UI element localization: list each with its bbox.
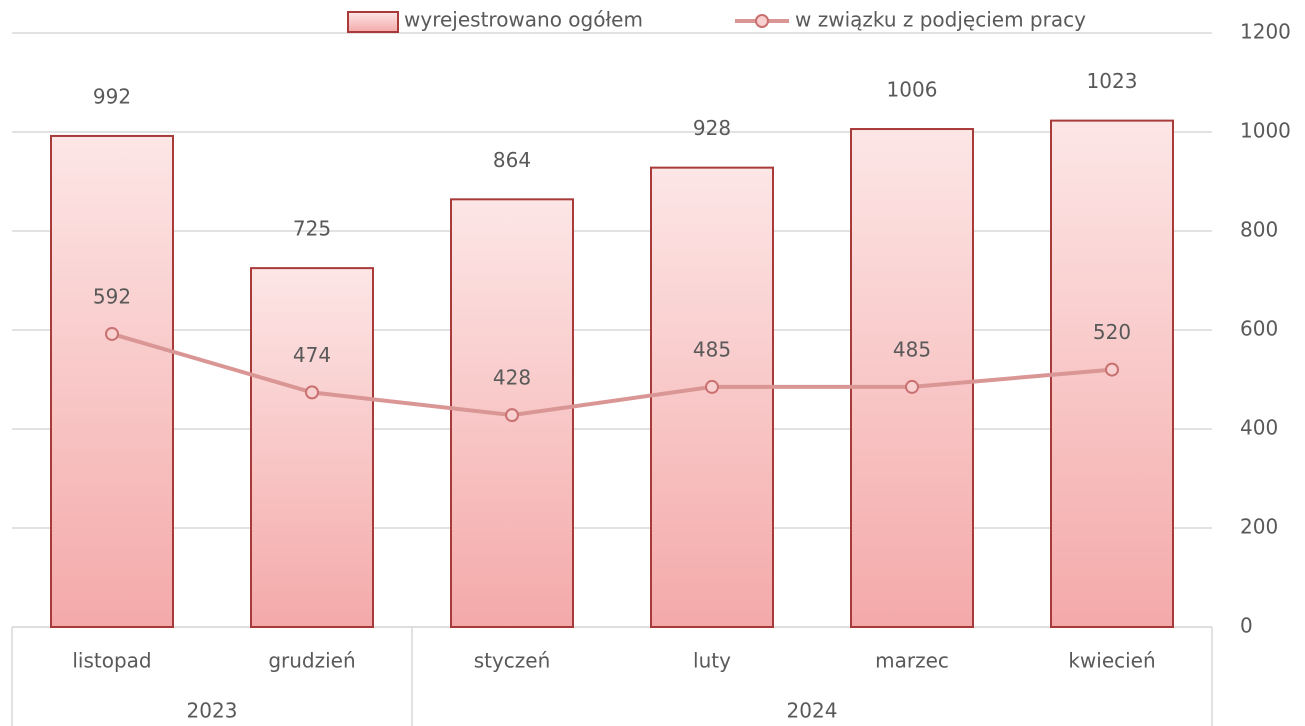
y-tick-label: 200: [1240, 515, 1278, 539]
x-tick-label: styczeń: [474, 649, 551, 673]
x-tick-label: listopad: [72, 649, 151, 673]
x-tick-label: grudzień: [268, 649, 355, 673]
data-label: 520: [1093, 320, 1131, 344]
x-tick-label: kwiecień: [1068, 649, 1155, 673]
y-tick-label: 0: [1240, 614, 1253, 638]
data-label: 1023: [1087, 69, 1138, 93]
data-label: 992: [93, 84, 131, 108]
marker: [905, 379, 919, 394]
data-label: 725: [293, 217, 331, 241]
line: [111, 332, 1113, 418]
y-tick-label: 1000: [1240, 119, 1291, 143]
x-tick-label: luty: [693, 649, 731, 673]
data-label: 1006: [887, 78, 938, 102]
marker: [505, 408, 519, 423]
data-label: 474: [293, 343, 331, 367]
bar: [650, 166, 774, 628]
y-tick-label: 1200: [1240, 20, 1291, 44]
marker: [1105, 362, 1119, 377]
x-group-label: 2024: [787, 699, 838, 723]
x-tick-label: marzec: [875, 649, 949, 673]
y-tick-label: 600: [1240, 317, 1278, 341]
legend-label: w związku z podjęciem pracy: [795, 8, 1086, 32]
data-label: 592: [93, 284, 131, 308]
data-label: 864: [493, 148, 531, 172]
marker: [705, 379, 719, 394]
bar: [250, 267, 374, 628]
legend-marker: [755, 14, 769, 28]
x-group-label: 2023: [187, 699, 238, 723]
legend-swatch: [347, 11, 399, 33]
legend-label: wyrejestrowano ogółem: [404, 8, 643, 32]
marker: [305, 385, 319, 400]
data-label: 928: [693, 116, 731, 140]
bar: [850, 128, 974, 628]
data-label: 428: [493, 366, 531, 390]
data-label: 485: [693, 337, 731, 361]
data-label: 485: [893, 337, 931, 361]
y-tick-label: 800: [1240, 218, 1278, 242]
y-tick-label: 400: [1240, 416, 1278, 440]
marker: [105, 326, 119, 341]
bar: [50, 134, 174, 629]
